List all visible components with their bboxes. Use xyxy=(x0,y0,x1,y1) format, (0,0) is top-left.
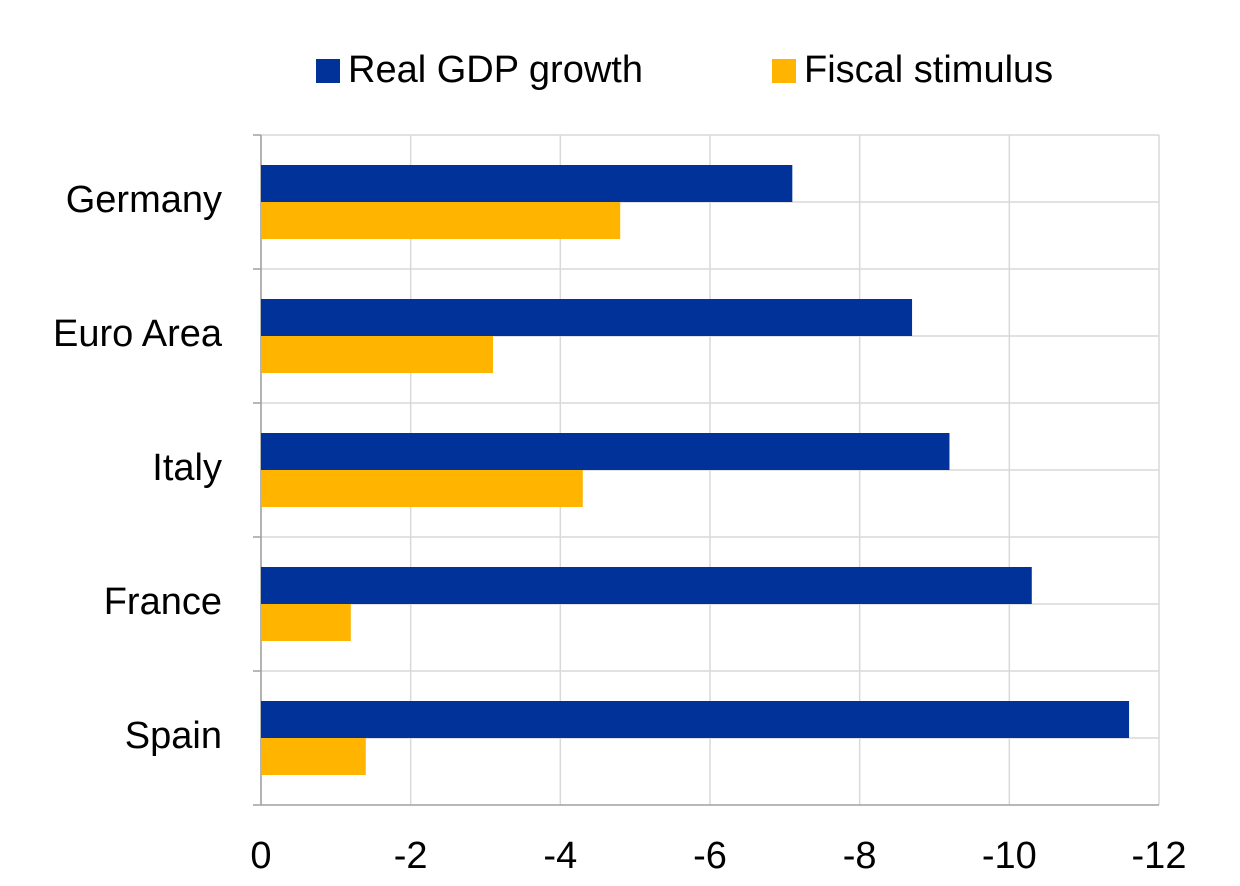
bar xyxy=(261,567,1032,604)
bar xyxy=(261,299,913,336)
bar xyxy=(261,470,583,507)
bar xyxy=(261,165,793,202)
bar xyxy=(261,738,366,775)
x-tick-label: -10 xyxy=(982,835,1037,877)
bar xyxy=(261,202,621,239)
bar xyxy=(261,433,950,470)
y-tick-label: Euro Area xyxy=(53,313,223,355)
bar xyxy=(261,336,493,373)
y-tick-label: France xyxy=(104,581,222,623)
x-tick-label: -12 xyxy=(1132,835,1187,877)
y-tick-label: Spain xyxy=(125,715,222,757)
y-tick-label: Germany xyxy=(66,179,222,221)
legend-label: Real GDP growth xyxy=(348,49,643,91)
x-tick-label: -8 xyxy=(843,835,877,877)
x-tick-label: -4 xyxy=(543,835,577,877)
legend-swatch xyxy=(316,59,340,83)
x-tick-label: 0 xyxy=(250,835,271,877)
x-tick-label: -6 xyxy=(693,835,727,877)
x-tick-label: -2 xyxy=(394,835,428,877)
legend-swatch xyxy=(772,59,796,83)
bar xyxy=(261,604,351,641)
y-tick-label: Italy xyxy=(152,447,222,489)
bar xyxy=(261,701,1130,738)
legend-label: Fiscal stimulus xyxy=(804,49,1053,91)
